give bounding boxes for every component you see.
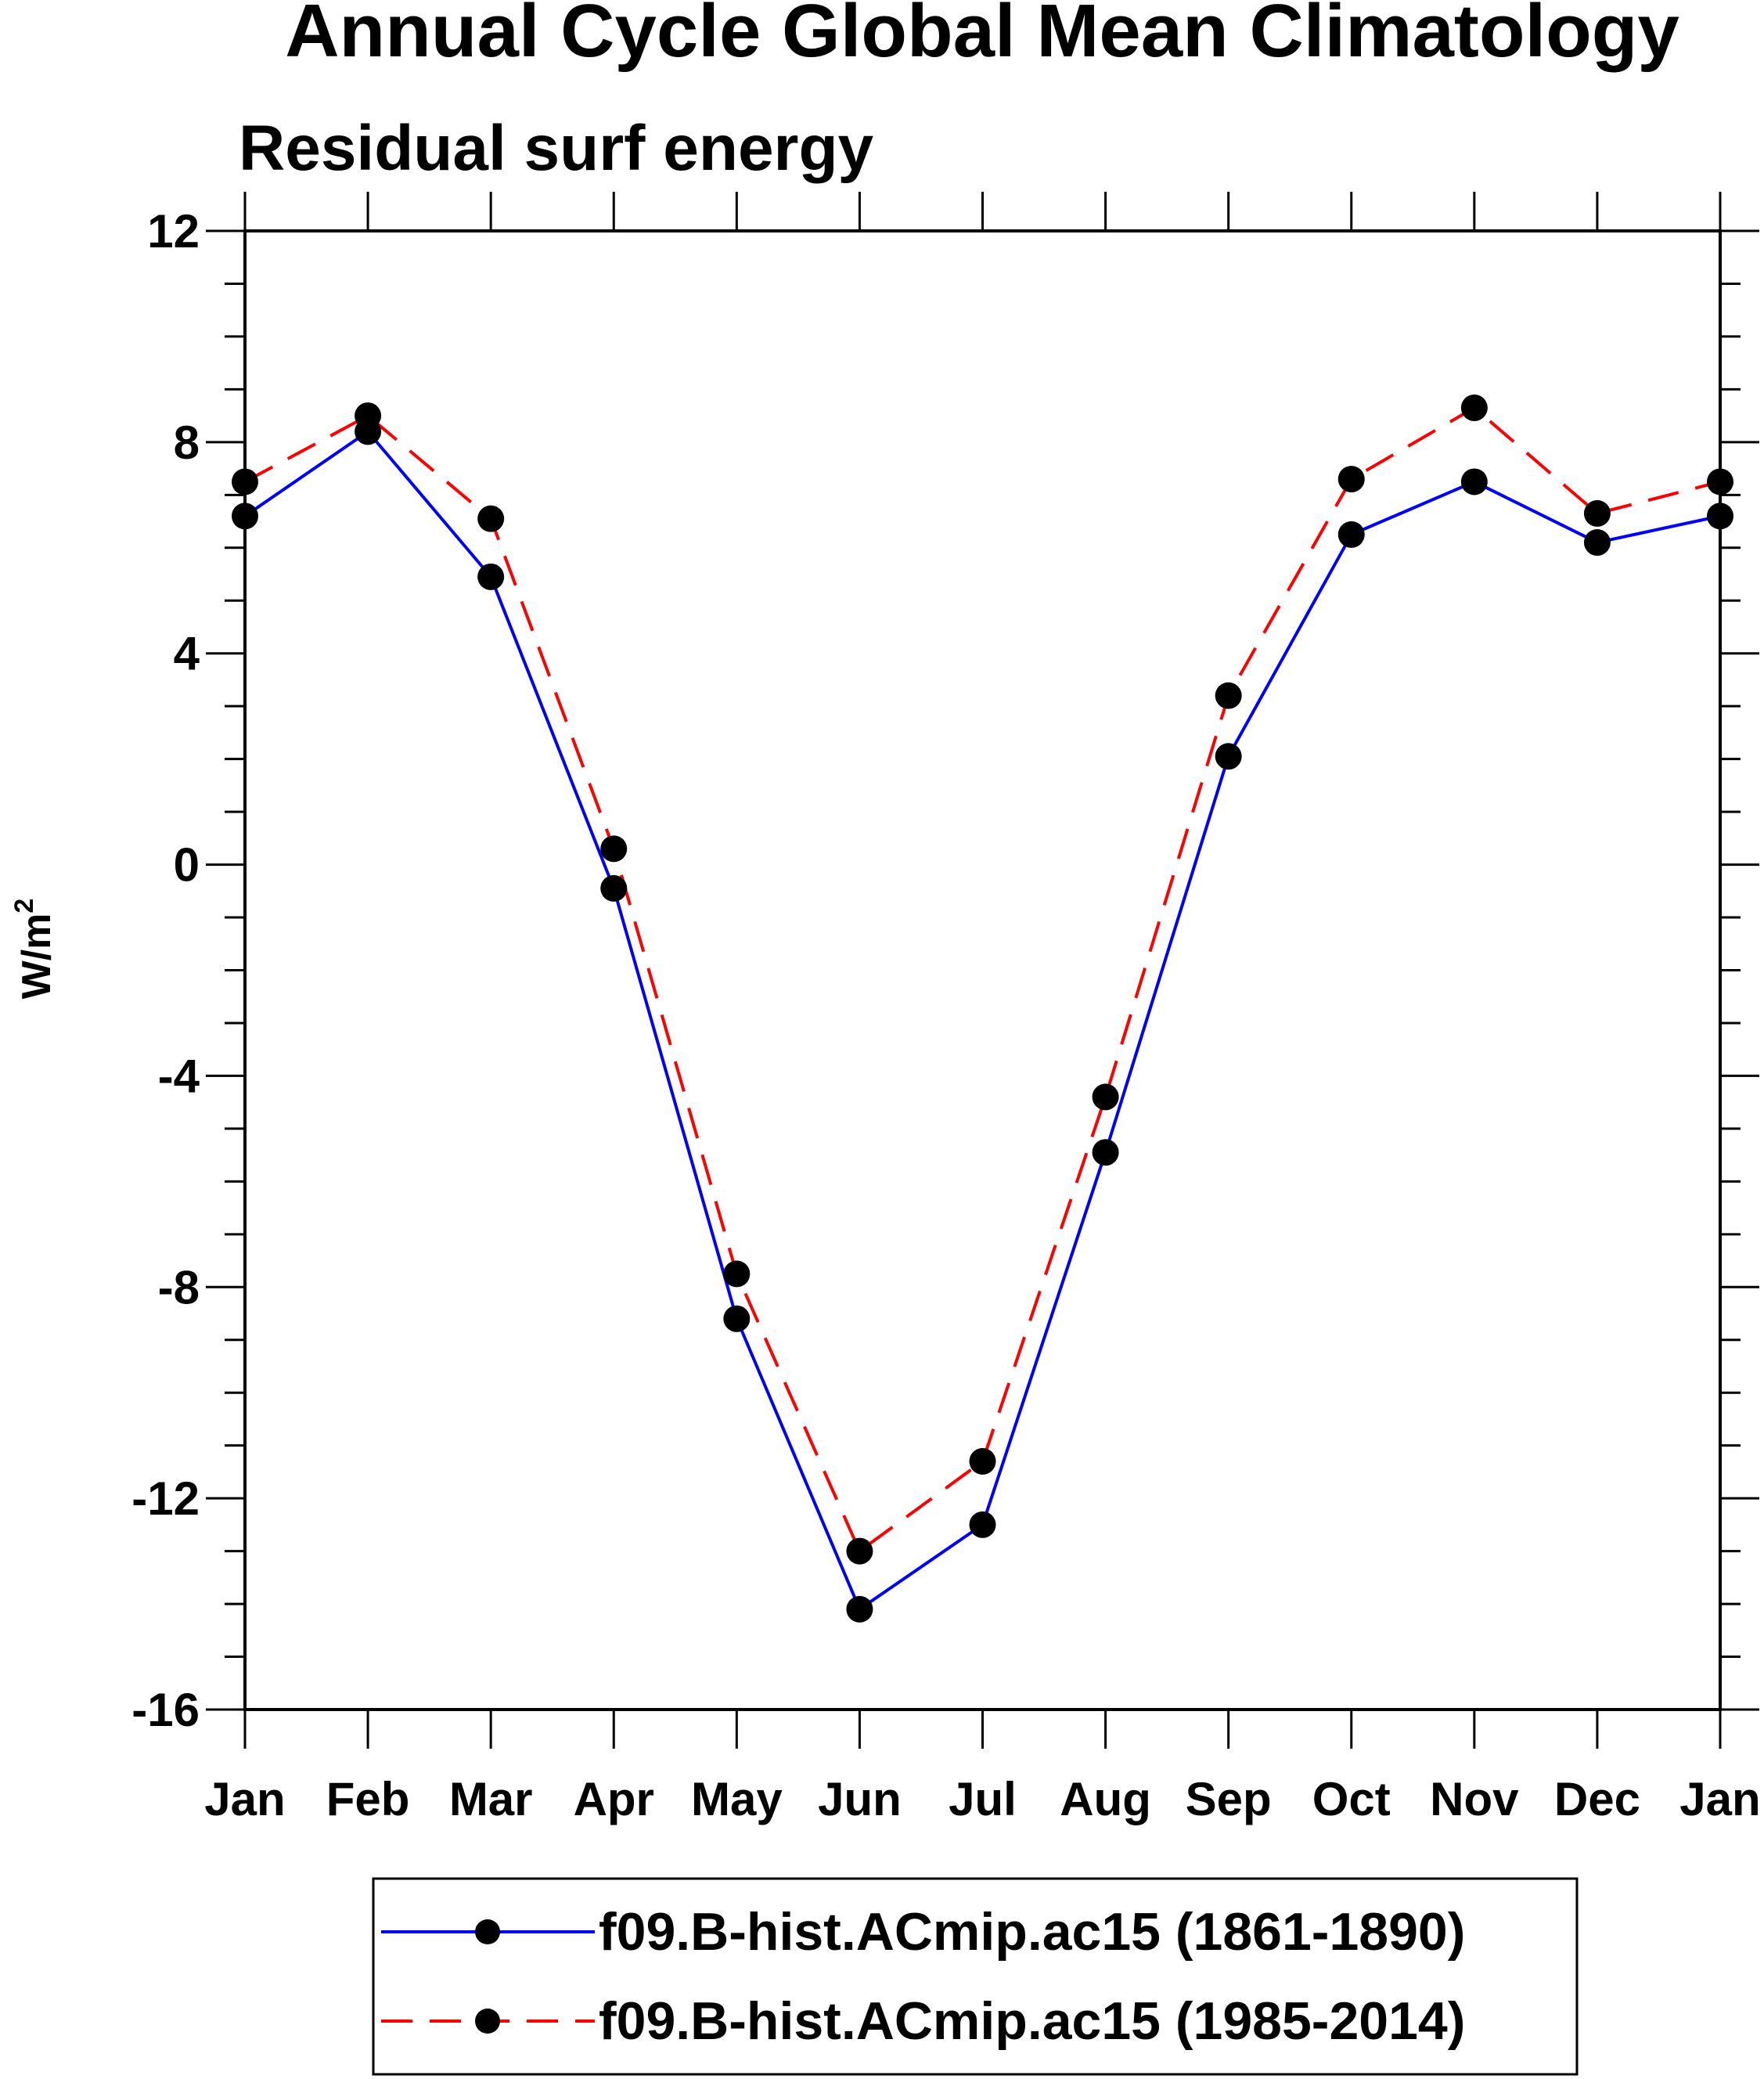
plot-frame — [243, 229, 1722, 1711]
series-2-point — [1092, 1083, 1119, 1111]
series-1-point — [1460, 468, 1488, 495]
series-1-point — [1215, 743, 1242, 770]
series-1-point — [477, 563, 505, 590]
series-2-point — [232, 468, 258, 495]
series-1-point — [969, 1511, 996, 1538]
series-line-2 — [244, 406, 1721, 1553]
series-1-point — [600, 874, 628, 902]
series-line-1 — [243, 430, 1721, 1611]
x-tick-label: Mar — [449, 1773, 533, 1825]
x-tick-label: Aug — [1060, 1773, 1151, 1825]
y-tick-label: -12 — [131, 1472, 200, 1525]
legend-marker-series-2 — [475, 2009, 500, 2034]
y-tick-label: 8 — [174, 416, 200, 469]
series-2-point — [723, 1260, 751, 1288]
series-1-point — [1583, 529, 1611, 557]
x-tick-label: Oct — [1312, 1773, 1391, 1825]
x-tick-label: Jan — [1679, 1773, 1760, 1825]
x-tick-label: Jun — [818, 1773, 902, 1825]
x-tick-label: Jul — [949, 1773, 1017, 1825]
legend-label-series-2: f09.B-hist.ACmip.ac15 (1985-2014) — [599, 1991, 1465, 2051]
series-2-point — [846, 1537, 873, 1565]
series-1-point — [723, 1305, 751, 1332]
legend: f09.B-hist.ACmip.ac15 (1861-1890) f09.B-… — [372, 1877, 1579, 2076]
svg-text:W/m2: W/m2 — [9, 899, 59, 1000]
series-1-point — [1092, 1139, 1119, 1166]
chart-subtitle: Residual surf energy — [239, 113, 874, 184]
chart-title: Annual Cycle Global Mean Climatology — [285, 0, 1679, 73]
series-2-point — [1707, 468, 1733, 495]
x-tick-label: Apr — [574, 1773, 654, 1825]
series-1-point — [1337, 521, 1365, 548]
x-tick-label: Sep — [1186, 1773, 1272, 1825]
series-2-point — [969, 1447, 996, 1475]
y-axis-label-text: W/m — [14, 913, 59, 1000]
y-tick-label: 0 — [174, 839, 200, 892]
y-tick-label: -4 — [158, 1050, 200, 1102]
y-tick-label: 12 — [147, 205, 200, 258]
series-2-point — [355, 402, 382, 430]
series-2-point — [477, 505, 505, 532]
x-tick-label: Feb — [326, 1773, 410, 1825]
series-2-point — [1460, 395, 1488, 422]
series-2-point — [1583, 499, 1611, 527]
series-2-point — [1215, 682, 1242, 709]
x-tick-label: Dec — [1554, 1773, 1640, 1825]
series-1-point — [846, 1595, 873, 1623]
legend-box — [372, 1877, 1579, 2076]
y-tick-label: 4 — [174, 628, 200, 680]
series-1-point — [1707, 503, 1733, 530]
y-axis-label-superscript: 2 — [9, 899, 39, 913]
series-2-point — [1337, 466, 1365, 493]
x-tick-label: May — [691, 1773, 783, 1825]
series-2-point — [600, 835, 628, 863]
x-tick-label: Nov — [1430, 1773, 1519, 1825]
x-tick-label: Jan — [204, 1773, 285, 1825]
series-1-point — [232, 503, 258, 530]
legend-label-series-1: f09.B-hist.ACmip.ac15 (1861-1890) — [599, 1902, 1465, 1962]
y-axis-label: W/m2 — [9, 899, 59, 1000]
series-layer — [232, 395, 1733, 1623]
legend-marker-series-1 — [475, 1919, 500, 1944]
y-tick-label: -16 — [131, 1684, 200, 1736]
y-tick-label: -8 — [158, 1261, 200, 1313]
